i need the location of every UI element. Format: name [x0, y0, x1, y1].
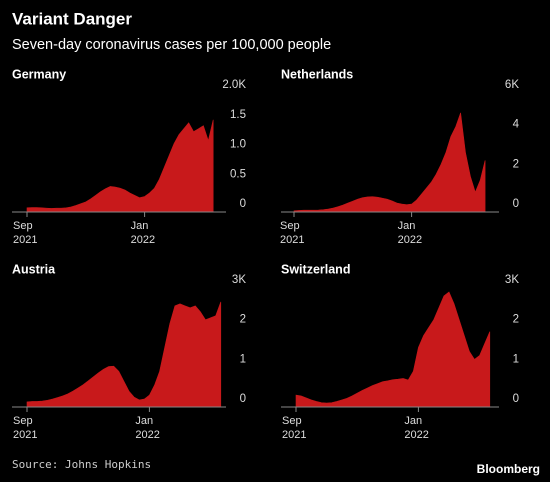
y-tick-label: 0 [513, 198, 519, 210]
y-tick-label: 0.5 [230, 168, 246, 180]
y-tick-label: 2.0K [222, 79, 246, 91]
y-tick-label: 0 [240, 393, 246, 405]
y-tick-label: 3K [232, 274, 246, 286]
y-tick-label: 2 [513, 158, 519, 170]
x-tick-label: Jan 2022 [130, 220, 156, 246]
y-tick-label: 2 [513, 314, 519, 326]
y-tick-label: 1 [240, 353, 246, 365]
area [26, 119, 214, 213]
y-tick-label: 3K [505, 274, 519, 286]
area [26, 301, 222, 408]
panel-title: Germany [12, 67, 66, 81]
y-tick-label: 2 [240, 314, 246, 326]
y-tick-label: 4 [513, 119, 520, 131]
source: Source: Johns Hopkins [12, 458, 151, 471]
area [293, 112, 486, 213]
panel-title: Switzerland [281, 262, 350, 276]
x-tick-label: Sep 2021 [13, 415, 38, 441]
subtitle: Seven-day coronavirus cases per 100,000 … [12, 37, 331, 53]
panel-title: Austria [12, 262, 56, 276]
y-tick-label: 6K [505, 79, 519, 91]
y-tick-label: 1.5 [230, 109, 246, 121]
x-tick-label: Jan 2022 [404, 415, 429, 441]
area [295, 291, 491, 408]
y-tick-label: 0 [240, 198, 246, 210]
y-tick-label: 1 [513, 353, 519, 365]
brand: Bloomberg [477, 462, 540, 476]
title: Variant Danger [12, 9, 132, 28]
y-tick-label: 0 [513, 393, 519, 405]
x-tick-label: Sep 2021 [13, 220, 38, 246]
panel-title: Netherlands [281, 67, 353, 81]
x-tick-label: Sep 2021 [282, 415, 307, 441]
x-tick-label: Jan 2022 [397, 220, 423, 246]
x-tick-label: Jan 2022 [135, 415, 160, 441]
x-tick-label: Sep 2021 [280, 220, 305, 246]
y-tick-label: 1.0 [230, 139, 246, 151]
